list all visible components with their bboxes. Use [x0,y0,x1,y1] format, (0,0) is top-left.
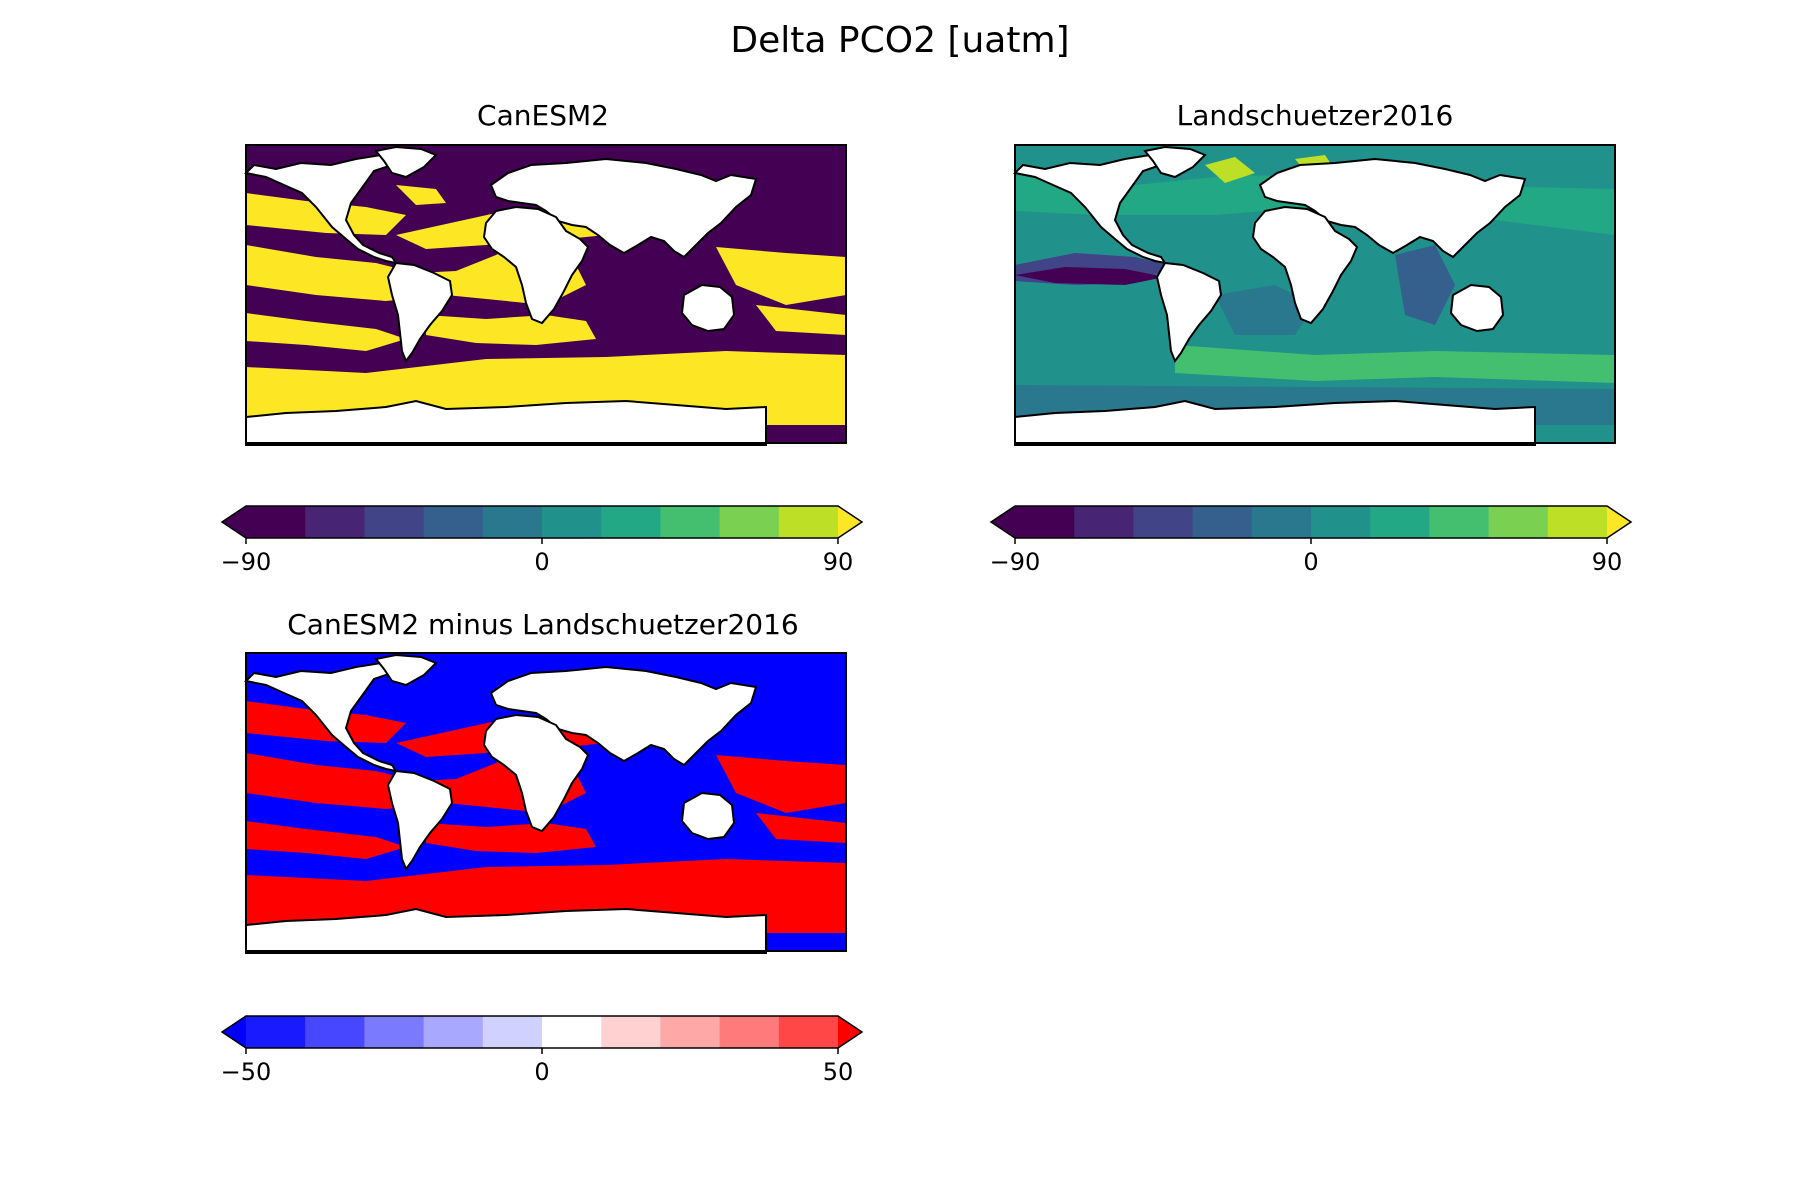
colorbar-segment [778,1016,839,1048]
colorbar-segment [423,1016,484,1048]
panel-difference: CanESM2 minus Landschuetzer2016 [245,608,847,954]
colorbar-tick-label: −50 [221,1058,272,1086]
panel-title: CanESM2 [477,99,609,132]
colorbar-segment [719,506,780,538]
colorbar-canesm2: −90 0 90 [220,505,864,576]
panel-canesm2: CanESM2 [245,99,847,446]
colorbar-segment [1370,506,1430,538]
colorbar-tick-label: 0 [1303,548,1318,576]
colorbar-segment [1133,506,1194,538]
panel-title: CanESM2 minus Landschuetzer2016 [287,608,798,641]
map-frame [1014,144,1616,444]
colorbar-segment [305,1016,365,1048]
colorbar-segment [1192,506,1253,538]
map-landschuetzer2016 [1014,144,1616,446]
colorbar-segment [1429,506,1490,538]
colorbar-segment [1547,506,1608,538]
colorbar-tick-label: 90 [1592,548,1623,576]
colorbar-tick-label: 0 [534,1058,549,1086]
colorbar-tick-label: −90 [990,548,1041,576]
colorbar-segment [482,1016,543,1048]
colorbar-segment [1074,506,1134,538]
panel-title: Landschuetzer2016 [1177,99,1454,132]
colorbar-landschuetzer2016: −90 0 90 [989,505,1633,576]
colorbar-segment [364,1016,425,1048]
colorbar-segment [660,1016,721,1048]
colorbar-tick-label: 0 [534,548,549,576]
map-difference [245,652,847,954]
map-canesm2 [245,144,847,446]
colorbar-tick-label: −90 [221,548,272,576]
colorbar-extend-low [222,506,246,538]
colorbar-segment [246,506,306,538]
colorbar-extend-high [838,1016,862,1048]
colorbar-segment [246,1016,306,1048]
colorbar-extend-low [991,506,1015,538]
colorbar-segment [1015,506,1075,538]
colorbar-segment [778,506,839,538]
colorbar-tick-label: 50 [823,1058,854,1086]
colorbar-segment [601,1016,661,1048]
colorbar-segment [660,506,721,538]
colorbar-segment [719,1016,780,1048]
colorbar-extend-high [838,506,862,538]
colorbar-difference: −50 0 50 [220,1015,864,1086]
colorbar-segment [542,1016,602,1048]
colorbar-tick-label: 90 [823,548,854,576]
colorbar-segment [1311,506,1371,538]
figure-title: Delta PCO2 [uatm] [730,20,1069,61]
map-frame [245,144,847,444]
colorbar-segment [364,506,425,538]
panel-landschuetzer2016: Landschuetzer2016 [1014,99,1616,446]
colorbar-segment [1488,506,1549,538]
colorbar-segment [1251,506,1312,538]
colorbar-extend-high [1607,506,1631,538]
colorbar-segment [482,506,543,538]
map-frame [245,652,847,952]
colorbar-extend-low [222,1016,246,1048]
colorbar-segment [542,506,602,538]
colorbar-segment [423,506,484,538]
colorbar-segment [601,506,661,538]
colorbar-segment [305,506,365,538]
